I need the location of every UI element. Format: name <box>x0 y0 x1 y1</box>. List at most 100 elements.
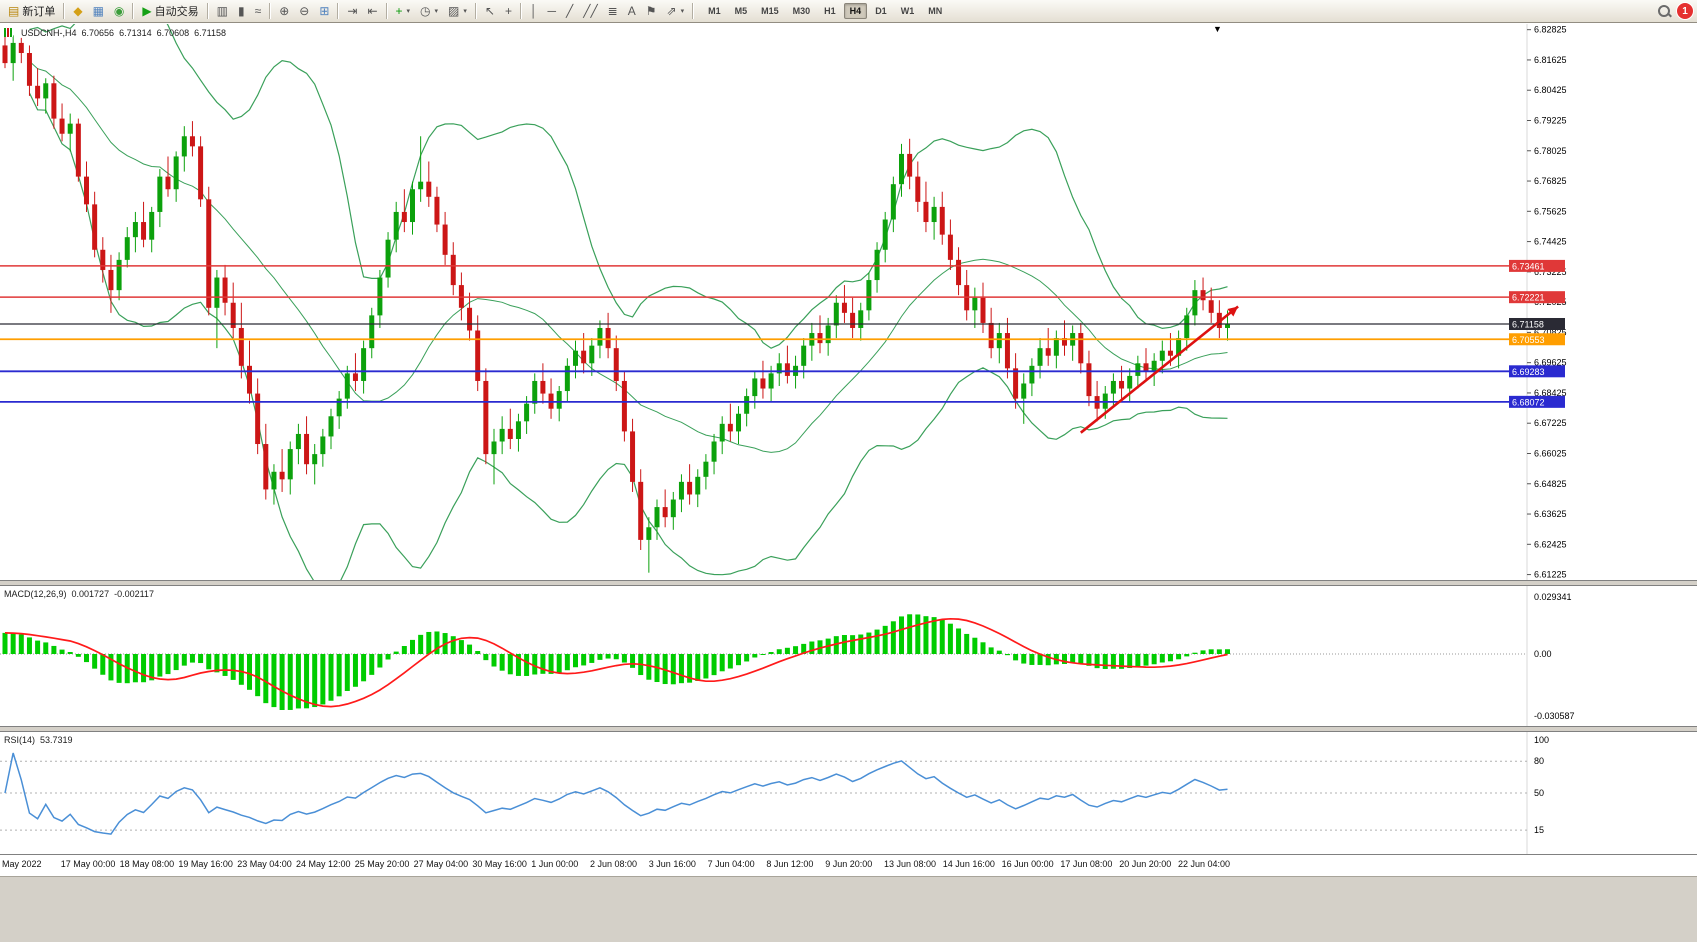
panel-splitter-rsi[interactable] <box>0 726 1697 732</box>
rsi-label: RSI(14) 53.7319 <box>4 735 73 745</box>
svg-text:6.73461: 6.73461 <box>1512 261 1545 271</box>
symbol-chart-icon <box>4 28 13 37</box>
text-label-button[interactable]: ⚑ <box>642 1 661 21</box>
time-label: 25 May 20:00 <box>354 859 410 869</box>
notification-badge[interactable]: 1 <box>1676 2 1694 20</box>
trendline-button[interactable]: ╱ <box>562 1 577 21</box>
arrows-button[interactable]: ⇗ ▾ <box>663 1 689 21</box>
zoom-in-icon: ⊕ <box>279 4 290 18</box>
market-watch-button[interactable]: ◆ <box>69 1 86 21</box>
svg-text:6.81625: 6.81625 <box>1534 55 1567 65</box>
svg-text:6.62425: 6.62425 <box>1534 539 1567 549</box>
templates-button[interactable]: ▨ ▾ <box>444 1 471 21</box>
templates-dropdown-icon[interactable]: ▾ <box>463 8 467 15</box>
text-icon: A <box>627 4 636 18</box>
timeframe-h1-button[interactable]: H1 <box>824 6 836 16</box>
tile-windows-icon: ⊞ <box>319 4 330 18</box>
svg-text:6.69625: 6.69625 <box>1534 358 1567 368</box>
zoom-out-icon: ⊖ <box>299 4 310 18</box>
time-label: 17 Jun 08:00 <box>1060 859 1113 869</box>
svg-text:6.78025: 6.78025 <box>1534 146 1567 156</box>
timeframe-d1-button[interactable]: D1 <box>875 6 887 16</box>
bar-chart-button[interactable]: ▥ <box>213 1 232 21</box>
toolbar-separator <box>63 3 66 19</box>
time-label: 27 May 04:00 <box>413 859 469 869</box>
time-label: 1 Jun 00:00 <box>531 859 579 869</box>
panel-splitter-macd[interactable] <box>0 580 1697 586</box>
time-label: 3 Jun 16:00 <box>648 859 696 869</box>
periods-dropdown-icon[interactable]: ▾ <box>434 8 439 15</box>
arrows-dropdown-icon[interactable]: ▾ <box>680 8 685 15</box>
navigator-icon: ◉ <box>113 4 125 18</box>
navigator-button[interactable]: ◉ <box>110 1 128 21</box>
tile-windows-button[interactable]: ⊞ <box>315 1 333 21</box>
zoom-in-button[interactable]: ⊕ <box>275 1 293 21</box>
time-label: 20 Jun 20:00 <box>1119 859 1172 869</box>
chart-shift-marker-icon[interactable]: ▼ <box>1213 24 1222 34</box>
new-order-icon: ▤ <box>8 4 20 18</box>
auto-scroll-button[interactable]: ⇥ <box>343 1 361 21</box>
indicators-button[interactable]: + ▾ <box>392 1 415 21</box>
timeframe-w1-button[interactable]: W1 <box>900 6 915 16</box>
svg-text:6.63625: 6.63625 <box>1534 509 1567 519</box>
line-chart-icon: ≈ <box>254 4 262 18</box>
time-label: 19 May 16:00 <box>178 859 233 869</box>
market-watch-icon: ◆ <box>73 4 83 18</box>
symbol-header: USDCNH-,H4 6.70656 6.71314 6.70608 6.711… <box>4 28 226 38</box>
fibonacci-button[interactable]: ≣ <box>604 1 622 21</box>
price-chart-canvas[interactable]: 6.82825 6.81625 6.80425 6.79225 6.78025 6.768… <box>0 24 1697 580</box>
indicators-dropdown-icon[interactable]: ▾ <box>406 8 411 15</box>
search-handle-icon <box>1667 12 1672 17</box>
svg-text:6.80425: 6.80425 <box>1534 85 1567 95</box>
timeframe-mn-button[interactable]: MN <box>928 6 943 16</box>
time-label: 7 Jun 04:00 <box>707 859 755 869</box>
svg-text:6.76825: 6.76825 <box>1534 176 1567 186</box>
time-label: 22 Jun 04:00 <box>1178 859 1231 869</box>
timeframe-m1-button[interactable]: M1 <box>708 6 721 16</box>
rsi-svg[interactable]: 100 80 50 15 <box>0 732 1697 854</box>
time-label: 13 Jun 08:00 <box>884 859 937 869</box>
timeframe-m5-button[interactable]: M5 <box>734 6 748 16</box>
search-lens-icon <box>1658 4 1670 17</box>
time-label: 8 Jun 12:00 <box>766 859 814 869</box>
crosshair-button[interactable]: + <box>501 1 516 21</box>
new-order-button[interactable]: ▤ 新订单 <box>4 1 59 21</box>
zoom-out-button[interactable]: ⊖ <box>295 1 313 21</box>
data-window-button[interactable]: ▦ <box>89 1 108 21</box>
timeframe-m30-button[interactable]: M30 <box>792 6 811 16</box>
macd-panel[interactable]: 0.029341 0.00 -0.030587 <box>0 586 1697 726</box>
rsi-panel[interactable]: 100 80 50 15 <box>0 732 1697 854</box>
rsi-title: RSI(14) <box>4 735 36 745</box>
equidistant-channel-button[interactable]: ╱╱ <box>579 1 601 21</box>
toolbar-separator <box>385 3 388 19</box>
timeframe-h4-button[interactable]: H4 <box>843 3 868 19</box>
macd-signal-value: -0.002117 <box>114 589 154 599</box>
timeframe-m15-button[interactable]: M15 <box>761 6 779 16</box>
timeframe-bar: M1 M5 M15 M30 H1 H4 D1 W1 MN <box>701 3 949 19</box>
cursor-button[interactable]: ↖ <box>481 1 499 21</box>
chart-shift-button[interactable]: ⇤ <box>363 1 381 21</box>
search-icon[interactable] <box>1657 4 1672 19</box>
line-chart-button[interactable]: ≈ <box>251 1 266 21</box>
text-button[interactable]: A <box>624 1 640 21</box>
horizontal-line-button[interactable]: ─ <box>543 1 560 21</box>
time-label: 17 May 00:00 <box>60 859 116 869</box>
svg-text:50: 50 <box>1534 788 1544 798</box>
auto-trading-label: 自动交易 <box>154 6 199 18</box>
toolbar-separator <box>519 3 522 19</box>
toolbar-separator <box>337 3 340 19</box>
periods-button[interactable]: ◷ ▾ <box>416 1 442 21</box>
svg-text:15: 15 <box>1534 825 1544 835</box>
svg-text:6.74425: 6.74425 <box>1534 237 1567 247</box>
svg-text:0.029341: 0.029341 <box>1534 592 1572 602</box>
macd-svg[interactable]: 0.029341 0.00 -0.030587 <box>0 586 1697 726</box>
svg-text:6.75625: 6.75625 <box>1534 206 1567 216</box>
time-axis[interactable]: May 2022 17 May 00:00 18 May 08:00 19 May 1… <box>0 854 1697 876</box>
svg-text:6.72221: 6.72221 <box>1512 293 1545 303</box>
candlestick-chart-button[interactable]: ▮ <box>234 1 249 21</box>
price-chart-svg[interactable]: 6.82825 6.81625 6.80425 6.79225 6.78025 6.768… <box>0 24 1697 580</box>
vertical-line-button[interactable]: │ <box>526 1 542 21</box>
svg-text:6.64825: 6.64825 <box>1534 479 1567 489</box>
auto-trading-button[interactable]: ▶ 自动交易 <box>138 1 202 21</box>
svg-text:100: 100 <box>1534 735 1549 745</box>
